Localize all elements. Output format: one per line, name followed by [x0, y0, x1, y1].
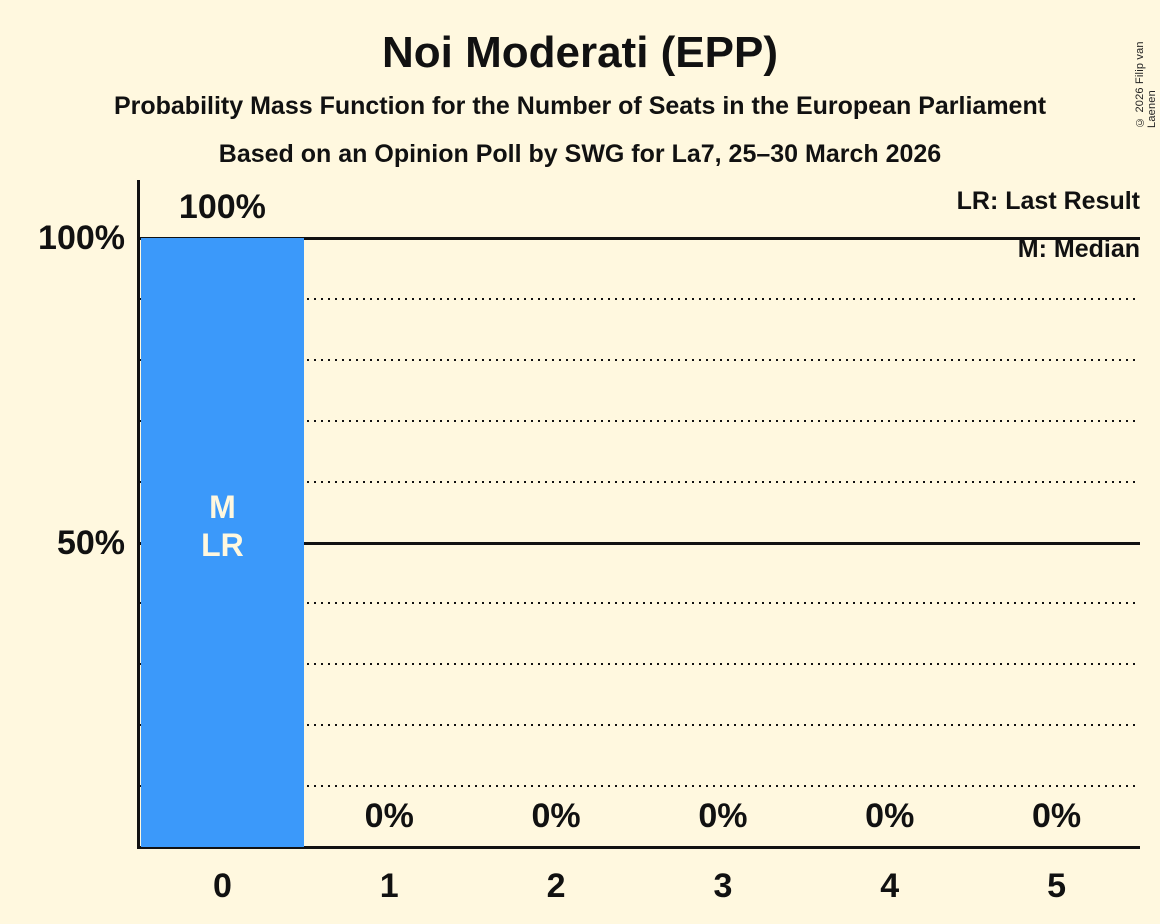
x-tick-label-2: 2 [546, 867, 566, 905]
gridline-60pct [139, 480, 1140, 483]
bar-value-label-3: 0% [698, 797, 748, 835]
bar-value-label-0: 100% [178, 188, 266, 226]
gridline-20pct [139, 724, 1140, 727]
legend-last-result: LR: Last Result [956, 187, 1140, 215]
y-tick-label-100: 100% [38, 219, 125, 257]
gridline-70pct [139, 419, 1140, 422]
annotation-line-m: M [209, 489, 236, 525]
x-tick-label-4: 4 [880, 867, 900, 905]
gridline-40pct [139, 602, 1140, 605]
chart-subtitle: Probability Mass Function for the Number… [113, 92, 1047, 120]
annotation-line-lr: LR [201, 527, 244, 563]
copyright-notice: © 2026 Filip van Laenen [1134, 41, 1158, 128]
bar-value-label-1: 0% [364, 797, 414, 835]
gridline-80pct [139, 358, 1140, 361]
chart-title: Noi Moderati (EPP) [381, 28, 779, 77]
bar-value-label-4: 0% [865, 797, 915, 835]
x-tick-label-1: 1 [379, 867, 399, 905]
gridline-100pct [139, 237, 1140, 240]
bar-value-label-2: 0% [531, 797, 581, 835]
chart-poll-source: Based on an Opinion Poll by SWG for La7,… [218, 140, 942, 168]
gridline-90pct [139, 297, 1140, 300]
bar-annotation-median-lastresult: M LR [142, 488, 302, 564]
y-tick-label-50: 50% [56, 523, 125, 562]
bar-value-label-5: 0% [1032, 797, 1082, 835]
x-tick-label-0: 0 [212, 867, 232, 905]
x-tick-label-3: 3 [713, 867, 733, 905]
bar-seats-0 [141, 238, 304, 847]
y-axis-line [137, 180, 140, 849]
x-axis-line [137, 846, 1140, 849]
gridline-30pct [139, 663, 1140, 666]
gridline-10pct [139, 785, 1140, 788]
gridline-50pct [139, 541, 1140, 545]
x-tick-label-5: 5 [1047, 867, 1067, 905]
